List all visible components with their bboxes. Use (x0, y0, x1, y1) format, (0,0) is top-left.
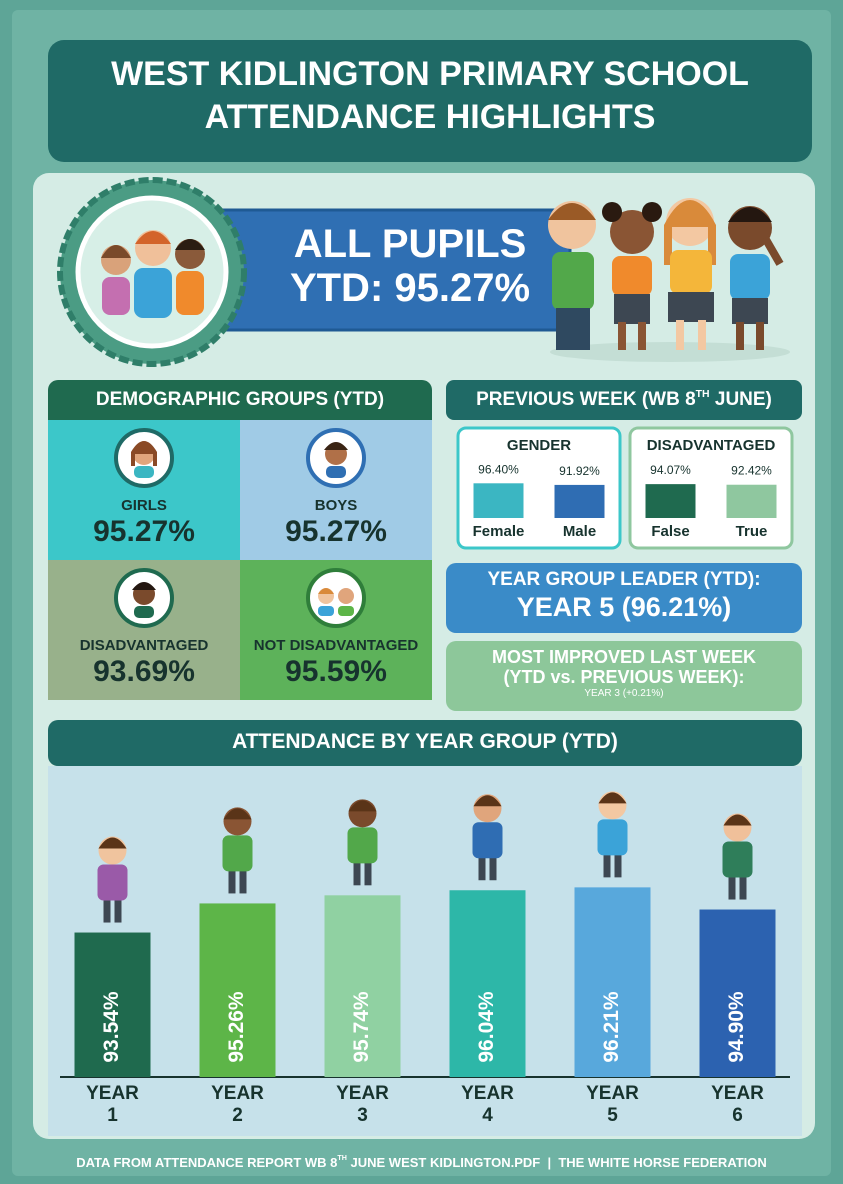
title-part: JUNE) (710, 389, 772, 410)
group-value: 95.27% (48, 515, 240, 548)
value-label: 95.26% (225, 991, 248, 1063)
most-improved: MOST IMPROVED LAST WEEK(YTD vs. PREVIOUS… (446, 648, 802, 699)
body (473, 822, 503, 858)
all-pupils-label: ALL PUPILS (230, 222, 590, 266)
body (723, 842, 753, 878)
improved-label: (YTD vs. PREVIOUS WEEK): (446, 668, 802, 688)
year-leader: YEAR GROUP LEADER (YTD):YEAR 5 (96.21%) (446, 570, 802, 623)
footer-part: DATA FROM ATTENDANCE REPORT WB 8 (76, 1155, 337, 1170)
chart-title: ATTENDANCE BY YEAR GROUP (YTD) (48, 730, 802, 754)
group-value: 93.69% (48, 655, 240, 688)
bar (555, 485, 605, 518)
category-label: YEAR 5 (583, 1083, 643, 1127)
category-label: Male (563, 523, 596, 540)
body (98, 865, 128, 901)
title-line: WEST KIDLINGTON PRIMARY SCHOOL (48, 56, 812, 93)
infographic: GENDER 96.40% Female 91.92% Male DISADVANTAGE… (0, 0, 843, 1184)
group-value: 95.27% (240, 515, 432, 548)
improved-value: YEAR 3 (+0.21%) (446, 688, 802, 699)
bar (646, 484, 696, 518)
bar (727, 485, 777, 518)
footer-part: JUNE WEST KIDLINGTON.PDF | THE WHITE HOR… (347, 1155, 767, 1170)
value-label: 93.54% (100, 991, 123, 1063)
group-label: GIRLS (48, 498, 240, 515)
category-label: YEAR 1 (83, 1083, 143, 1127)
category-label: YEAR 4 (458, 1083, 518, 1127)
value-label: 94.90% (725, 991, 748, 1063)
value-label: 96.21% (600, 991, 623, 1063)
chart-title: GENDER (507, 437, 571, 454)
group-label: DISADVANTAGED (48, 638, 240, 655)
group-label: NOT DISADVANTAGED (240, 638, 432, 655)
category-label: YEAR 2 (208, 1083, 268, 1127)
title-part: TH (696, 389, 710, 400)
chart-title: DISADVANTAGED (647, 437, 776, 454)
title-part: PREVIOUS WEEK (WB 8 (476, 389, 696, 410)
value-label: 94.07% (650, 463, 691, 477)
leader-label: YEAR GROUP LEADER (YTD): (446, 570, 802, 591)
section-title: DEMOGRAPHIC GROUPS (YTD) (48, 390, 432, 411)
value-label: 95.74% (350, 991, 373, 1063)
value-label: 96.04% (475, 991, 498, 1063)
group-label: BOYS (240, 498, 432, 515)
value-label: 96.40% (478, 462, 519, 476)
category-label: True (736, 523, 768, 540)
body (348, 827, 378, 863)
value-label: 91.92% (559, 464, 600, 478)
all-pupils-value: YTD: 95.27% (230, 266, 590, 310)
body (223, 835, 253, 871)
section-title: PREVIOUS WEEK (WB 8TH JUNE) (446, 390, 802, 411)
category-label: Female (473, 523, 525, 540)
category-label: YEAR 6 (708, 1083, 768, 1127)
footer-part: TH (337, 1154, 347, 1162)
body (598, 819, 628, 855)
category-label: False (651, 523, 689, 540)
year-chart-area (48, 766, 802, 1136)
title: WEST KIDLINGTON PRIMARY SCHOOL ATTENDANC… (48, 56, 812, 137)
all-pupils: ALL PUPILS YTD: 95.27% (230, 222, 590, 310)
footer: DATA FROM ATTENDANCE REPORT WB 8TH JUNE … (12, 1156, 831, 1170)
group-value: 95.59% (240, 655, 432, 688)
leader-value: YEAR 5 (96.21%) (446, 593, 802, 623)
category-label: YEAR 3 (333, 1083, 393, 1127)
improved-label: MOST IMPROVED LAST WEEK (446, 648, 802, 668)
bar (474, 483, 524, 518)
value-label: 92.42% (731, 464, 772, 478)
title-line: ATTENDANCE HIGHLIGHTS (48, 99, 812, 136)
